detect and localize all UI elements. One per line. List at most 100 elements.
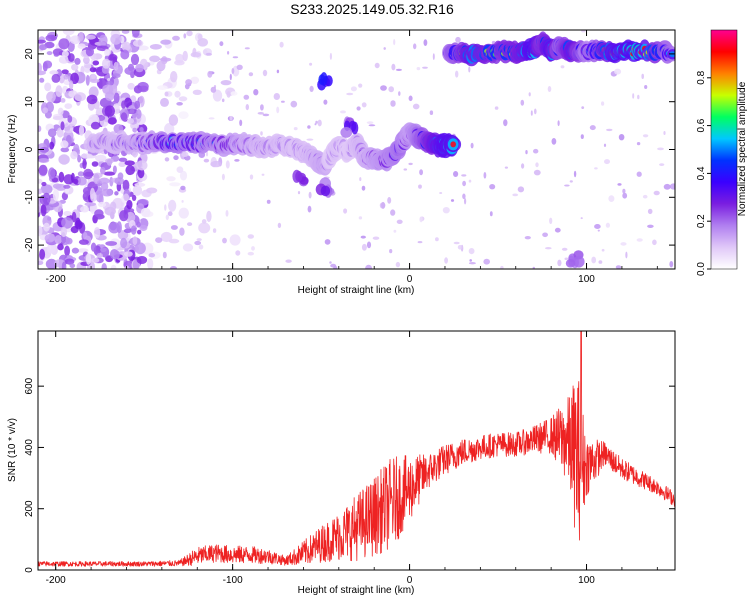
spectrogram-cell (132, 236, 138, 246)
spectrogram-cell (121, 100, 126, 109)
spectrogram-cell (483, 258, 491, 265)
colorbar: 0.0 0.2 0.4 0.6 0.8 Normalized spectral ampl… (696, 29, 748, 276)
spectrogram-cell (444, 257, 448, 264)
spectrogram-cell (82, 158, 87, 170)
x-tick-label: 0 (407, 274, 413, 285)
x-tick-label: 100 (578, 274, 595, 285)
spectrogram-cell (61, 217, 73, 229)
spectrogram-cell (160, 97, 169, 107)
spectrogram-cell (107, 117, 117, 125)
spectrogram-cell (116, 221, 122, 234)
spectrogram-cell (581, 30, 586, 33)
spectrogram-cell (503, 119, 508, 127)
spectrogram-cell (71, 211, 77, 223)
spectrogram-cell (358, 216, 363, 220)
spectrogram-cell (183, 33, 187, 39)
spectrogram-cell (38, 225, 43, 237)
spectrogram-cell (644, 85, 648, 89)
spectrogram-cell (85, 74, 90, 86)
spectrogram-cell (129, 108, 135, 114)
spectrogram-cell (182, 50, 188, 62)
colorbar-tick-label: 0.0 (696, 262, 707, 276)
spectrogram-cell (136, 160, 148, 171)
spectrogram-cell (72, 178, 79, 185)
spectrogram-cell (63, 125, 74, 134)
spectrogram-cell (366, 121, 374, 124)
spectrogram-cell (46, 243, 56, 254)
spectrogram-cell (104, 49, 110, 56)
y-tick-label: 20 (24, 48, 35, 60)
spectrogram-cell (92, 60, 100, 66)
spectrogram-cell (53, 52, 60, 57)
spectrogram-cell (462, 180, 466, 187)
spectrogram-cell (65, 237, 73, 245)
spectrogram-cell (164, 204, 167, 211)
y-tick-label: -10 (24, 190, 35, 205)
spectrogram-cell (580, 134, 584, 140)
spectrogram-cell (222, 237, 227, 244)
spectrogram-cell (455, 70, 459, 78)
spectrogram-cell (74, 220, 83, 230)
spectrogram-cell (615, 265, 622, 269)
spectrogram-cell (368, 124, 376, 127)
spectrogram-cell (149, 44, 162, 50)
spectrogram-cell (372, 236, 380, 240)
spectrogram-cell (432, 53, 435, 60)
spectrogram-cell (43, 222, 50, 232)
spectrogram-cell (60, 121, 65, 131)
spectrogram-cell (181, 200, 184, 203)
spectrogram-cell (95, 190, 103, 203)
spectrogram-cell (44, 233, 55, 243)
spectrogram-cell (524, 236, 531, 240)
spectrogram-cell (121, 41, 131, 52)
spectrogram-cell (617, 183, 622, 186)
spectrogram-cell (244, 47, 250, 50)
spectrogram-cell (601, 248, 605, 252)
spectrogram-cell (416, 67, 421, 71)
spectrogram-cell (309, 62, 313, 66)
spectrogram-cell (381, 201, 386, 209)
spectrogram-cell (622, 192, 628, 199)
spectrogram-cell (67, 53, 75, 62)
spectrogram-cell (625, 251, 628, 259)
snr-y-axis: 0 200 400 600 (24, 377, 675, 573)
spectrogram-cell (41, 181, 47, 187)
spectrogram-cell (594, 224, 601, 229)
spectrogram-cell (205, 52, 212, 56)
spectrogram-cell (605, 222, 611, 228)
spectrogram-cell (393, 229, 397, 233)
spectrogram-cell (39, 44, 47, 51)
spectrogram-cell (179, 227, 185, 236)
spectrogram-cell (453, 241, 460, 245)
y-tick-label: 0 (24, 567, 35, 573)
spectrogram-cell (468, 66, 471, 73)
spectrogram-cell (251, 246, 255, 251)
spectrogram-cell (104, 105, 116, 117)
spectrogram-cell (109, 201, 117, 212)
spectrogram-cell (178, 111, 189, 119)
spectrogram-cell (60, 140, 69, 149)
spectrogram-cell (156, 60, 166, 72)
spectrogram-cell (155, 237, 163, 244)
spectrogram-cell (138, 85, 149, 93)
snr-frame (37, 330, 676, 571)
spectrogram-cell (38, 39, 46, 44)
spectrogram-cell (83, 168, 94, 180)
spectrogram-cell (80, 205, 90, 213)
spectrogram-cell (603, 143, 607, 147)
spectrogram-cell (117, 172, 124, 180)
spectrogram-cell (273, 93, 280, 100)
spectrogram-cell (297, 191, 301, 195)
spectrogram-cell (389, 249, 393, 254)
spectrogram-cell (669, 261, 674, 268)
spectrogram-cell (413, 43, 417, 50)
colorbar-tick-label: 0.6 (696, 118, 707, 132)
spectrogram-cell (197, 33, 203, 40)
spectrogram-cell (82, 232, 88, 240)
spectrogram-cell (468, 262, 476, 265)
spectrogram-cell (54, 235, 63, 244)
colorbar-ticks: 0.0 0.2 0.4 0.6 0.8 (696, 70, 711, 276)
spectrogram-cell (45, 258, 58, 269)
spectrogram-cell (120, 237, 128, 249)
spectrogram-x-label: Height of straight line (km) (298, 285, 415, 296)
